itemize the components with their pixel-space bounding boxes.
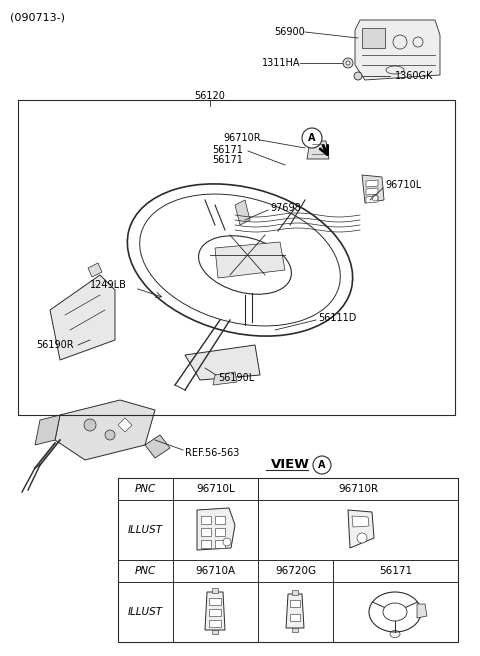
Text: 56171: 56171 xyxy=(379,566,412,576)
Polygon shape xyxy=(201,540,211,548)
Text: 1311HA: 1311HA xyxy=(262,58,300,68)
Circle shape xyxy=(346,61,350,65)
Polygon shape xyxy=(201,528,211,536)
Text: PNC: PNC xyxy=(135,484,156,494)
Polygon shape xyxy=(290,600,300,607)
Circle shape xyxy=(343,58,353,68)
Text: 96710L: 96710L xyxy=(196,484,235,494)
Text: 56190R: 56190R xyxy=(36,340,73,350)
Polygon shape xyxy=(215,528,225,536)
Text: 96710R: 96710R xyxy=(338,484,378,494)
Text: 1249LB: 1249LB xyxy=(90,280,127,290)
Polygon shape xyxy=(348,510,374,548)
Text: 56120: 56120 xyxy=(194,91,226,101)
Polygon shape xyxy=(307,141,329,159)
Text: 56171: 56171 xyxy=(212,145,243,155)
Text: 96710R: 96710R xyxy=(223,133,261,143)
Polygon shape xyxy=(366,196,378,203)
Text: VIEW: VIEW xyxy=(271,459,310,472)
Polygon shape xyxy=(290,614,300,621)
Polygon shape xyxy=(213,372,237,385)
Text: 96720G: 96720G xyxy=(275,566,316,576)
Polygon shape xyxy=(205,592,225,630)
Polygon shape xyxy=(215,242,285,278)
Polygon shape xyxy=(355,20,440,80)
Polygon shape xyxy=(215,540,225,548)
Text: 96710L: 96710L xyxy=(385,180,421,190)
Polygon shape xyxy=(286,594,304,628)
Polygon shape xyxy=(366,180,378,187)
Text: 96710A: 96710A xyxy=(195,566,236,576)
Polygon shape xyxy=(50,275,115,360)
Text: 56171: 56171 xyxy=(212,155,243,165)
Circle shape xyxy=(84,419,96,431)
Polygon shape xyxy=(201,516,211,524)
Text: 97698: 97698 xyxy=(270,203,301,213)
Text: A: A xyxy=(318,460,326,470)
Text: A: A xyxy=(308,133,316,143)
Polygon shape xyxy=(417,604,427,618)
Text: (090713-): (090713-) xyxy=(10,13,65,23)
Polygon shape xyxy=(212,630,218,634)
Text: 56190L: 56190L xyxy=(218,373,254,383)
Polygon shape xyxy=(88,263,102,277)
Polygon shape xyxy=(292,628,298,632)
Circle shape xyxy=(354,72,362,80)
Polygon shape xyxy=(197,508,235,550)
Circle shape xyxy=(223,538,231,546)
Text: ILLUST: ILLUST xyxy=(128,525,163,535)
Polygon shape xyxy=(209,620,221,627)
Polygon shape xyxy=(145,435,170,458)
Circle shape xyxy=(302,128,322,148)
Polygon shape xyxy=(35,415,60,445)
Polygon shape xyxy=(55,400,155,460)
Polygon shape xyxy=(185,345,260,380)
Circle shape xyxy=(357,533,367,543)
Circle shape xyxy=(105,430,115,440)
Text: 56111D: 56111D xyxy=(318,313,356,323)
Circle shape xyxy=(313,456,331,474)
Polygon shape xyxy=(209,598,221,605)
Text: ILLUST: ILLUST xyxy=(128,607,163,617)
Text: 56900: 56900 xyxy=(274,27,305,37)
Text: REF.56-563: REF.56-563 xyxy=(185,448,240,458)
Polygon shape xyxy=(292,590,298,595)
Text: PNC: PNC xyxy=(135,566,156,576)
Polygon shape xyxy=(366,188,378,195)
Polygon shape xyxy=(235,200,250,225)
Polygon shape xyxy=(209,609,221,616)
Polygon shape xyxy=(212,588,218,593)
Circle shape xyxy=(372,195,378,201)
Polygon shape xyxy=(352,516,369,527)
Polygon shape xyxy=(362,175,384,203)
Polygon shape xyxy=(118,418,132,432)
Polygon shape xyxy=(215,516,225,524)
Polygon shape xyxy=(362,28,385,48)
Text: 1360GK: 1360GK xyxy=(395,71,433,81)
